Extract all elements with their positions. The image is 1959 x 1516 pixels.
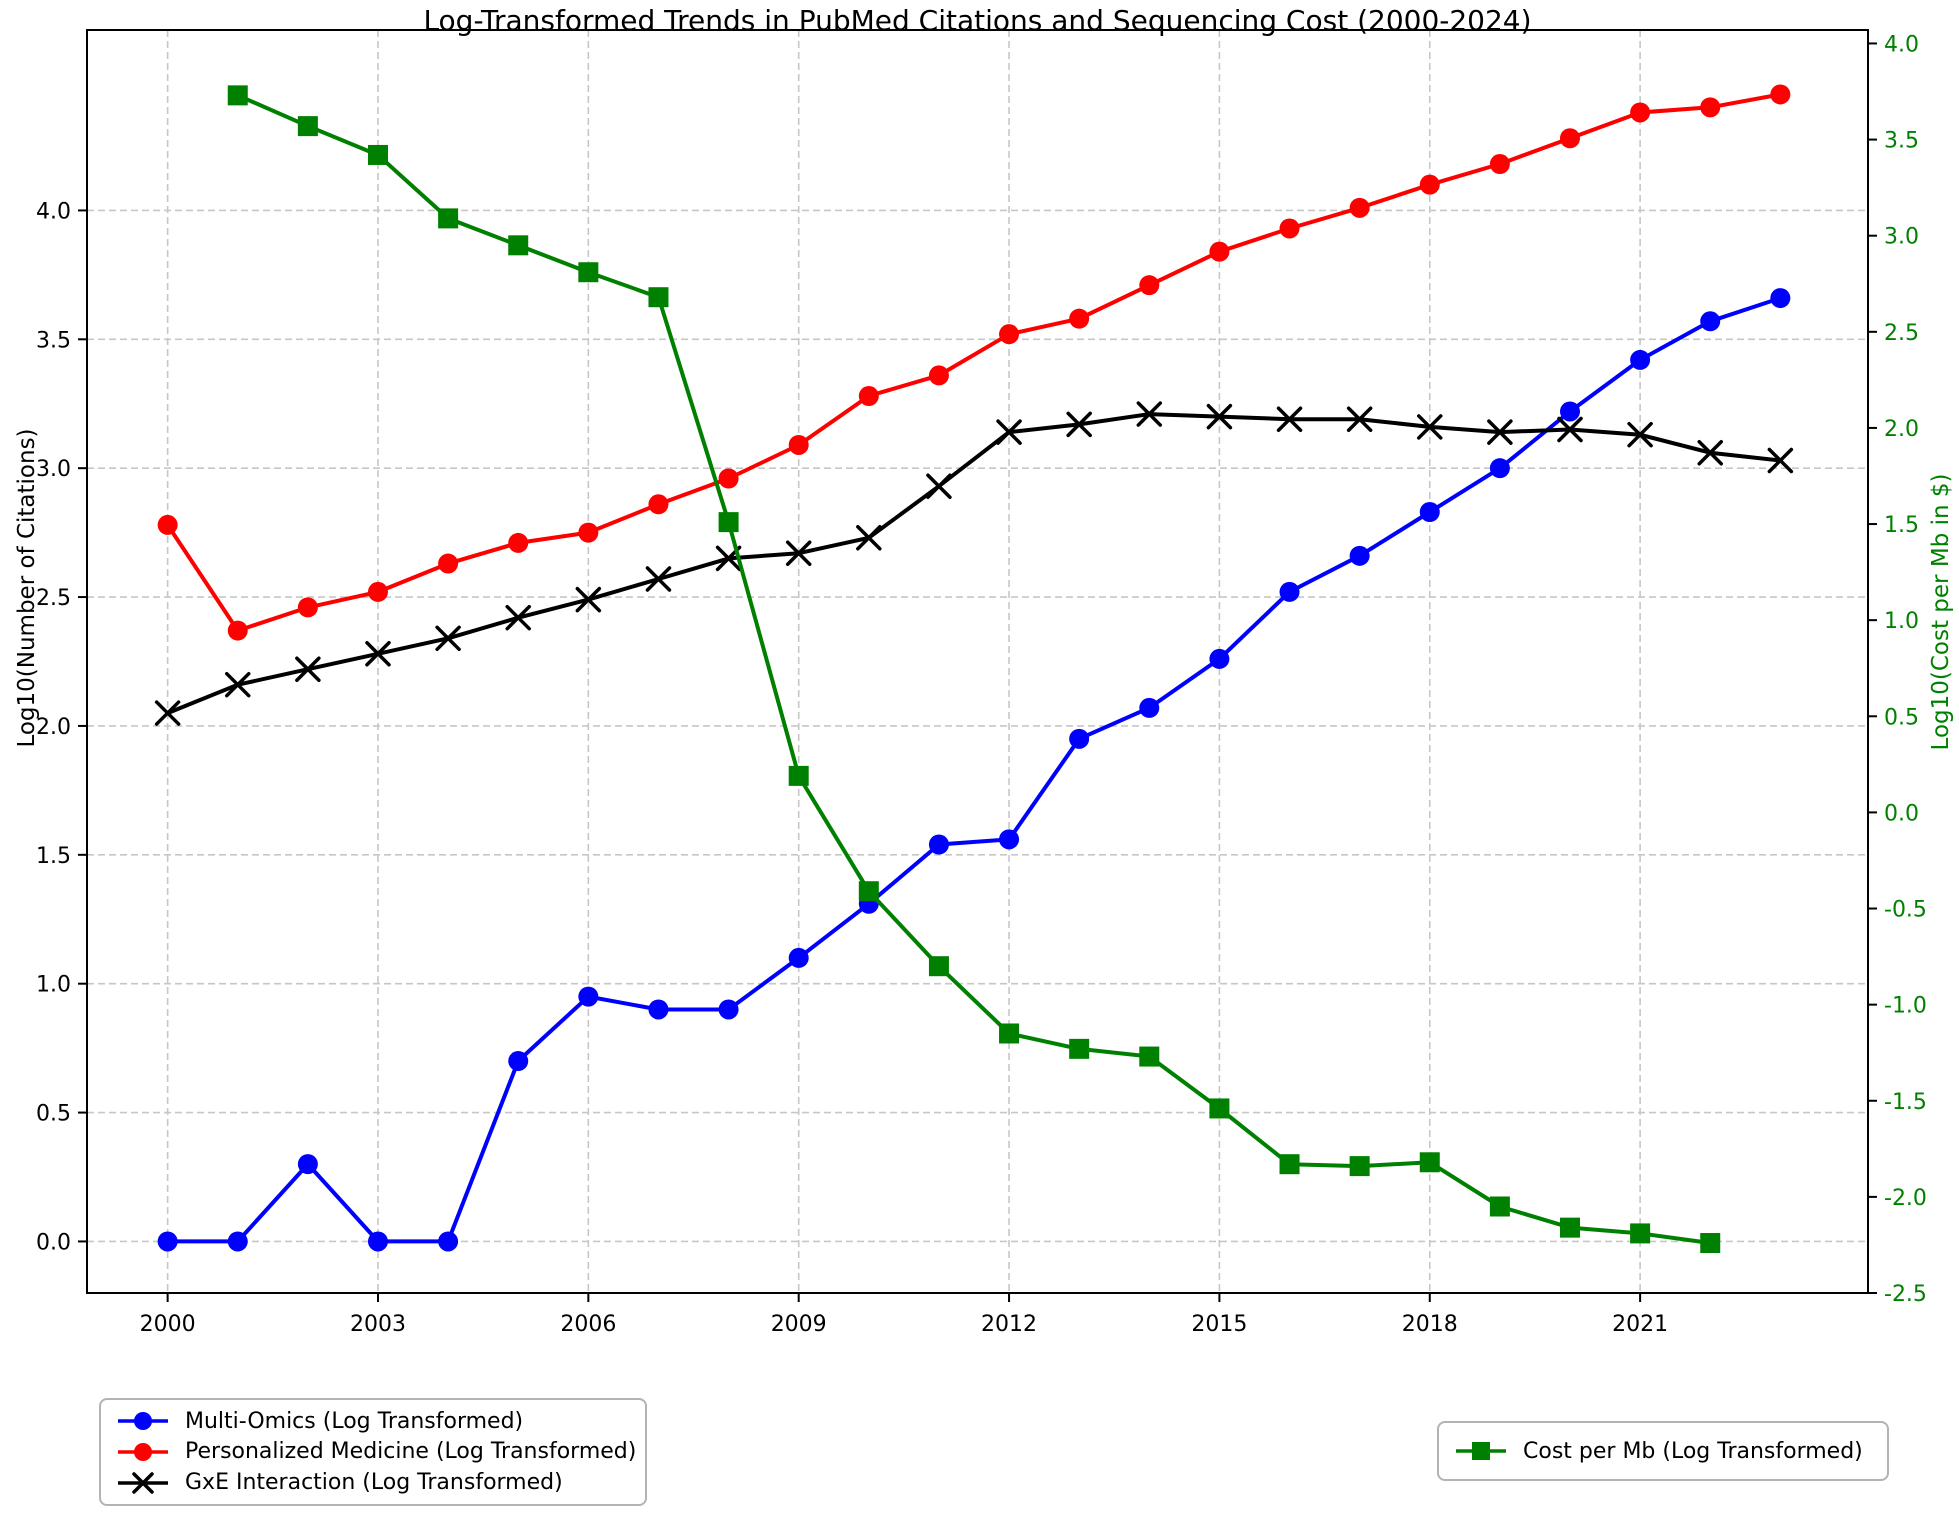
svg-text:2000: 2000 (140, 1312, 196, 1337)
svg-text:1.0: 1.0 (1884, 609, 1919, 634)
svg-text:2.0: 2.0 (1884, 417, 1919, 442)
svg-text:1.5: 1.5 (36, 844, 71, 869)
svg-text:2012: 2012 (981, 1312, 1037, 1337)
legend-swatch-personalized-medicine-icon (118, 1442, 168, 1461)
svg-text:2003: 2003 (350, 1312, 406, 1337)
legend-cost: Cost per Mb (Log Transformed) (1437, 1421, 1889, 1481)
legend-label-cost-per-mb: Cost per Mb (Log Transformed) (1523, 1438, 1863, 1464)
svg-text:0.5: 0.5 (1884, 705, 1919, 730)
svg-text:1.0: 1.0 (36, 973, 71, 998)
svg-text:0.0: 0.0 (36, 1230, 71, 1255)
legend-swatch-gxe-interaction-icon (118, 1471, 168, 1494)
svg-text:4.0: 4.0 (1884, 32, 1919, 57)
svg-text:-2.5: -2.5 (1884, 1282, 1927, 1307)
svg-text:3.5: 3.5 (1884, 129, 1919, 154)
svg-text:-2.0: -2.0 (1884, 1186, 1927, 1211)
svg-text:3.0: 3.0 (1884, 225, 1919, 250)
legend-label-personalized-medicine: Personalized Medicine (Log Transformed) (185, 1439, 637, 1465)
legend-swatch-multi-omics-icon (118, 1412, 168, 1431)
svg-text:2006: 2006 (560, 1312, 616, 1337)
svg-text:2009: 2009 (771, 1312, 827, 1337)
svg-text:2018: 2018 (1402, 1312, 1458, 1337)
chart-title: Log-Transformed Trends in PubMed Citatio… (423, 4, 1532, 37)
svg-text:-1.5: -1.5 (1884, 1090, 1927, 1115)
svg-text:-1.0: -1.0 (1884, 994, 1927, 1019)
svg-text:4.0: 4.0 (36, 199, 71, 224)
svg-text:3.0: 3.0 (36, 457, 71, 482)
svg-text:0.5: 0.5 (36, 1102, 71, 1127)
legend-label-multi-omics: Multi-Omics (Log Transformed) (185, 1408, 524, 1434)
legend-item-cost-per-mb: Cost per Mb (Log Transformed) (1453, 1438, 1873, 1464)
svg-text:2.5: 2.5 (1884, 321, 1919, 346)
legend-item-multi-omics: Multi-Omics (Log Transformed) (115, 1408, 631, 1434)
svg-text:1.5: 1.5 (1884, 513, 1919, 538)
svg-text:-0.5: -0.5 (1884, 898, 1927, 923)
svg-text:3.5: 3.5 (36, 328, 71, 353)
svg-text:2.5: 2.5 (36, 586, 71, 611)
svg-text:2.0: 2.0 (36, 715, 71, 740)
svg-text:0.0: 0.0 (1884, 801, 1919, 826)
legend-swatch-cost-per-mb-icon (1456, 1442, 1506, 1460)
legend-item-personalized-medicine: Personalized Medicine (Log Transformed) (115, 1439, 636, 1465)
legend-item-gxe-interaction: GxE Interaction (Log Transformed) (115, 1470, 631, 1496)
legend-label-gxe-interaction: GxE Interaction (Log Transformed) (185, 1470, 563, 1496)
legend-citations: Multi-Omics (Log Transformed) Personaliz… (99, 1398, 647, 1506)
svg-text:2021: 2021 (1612, 1312, 1668, 1337)
svg-text:2015: 2015 (1191, 1312, 1247, 1337)
